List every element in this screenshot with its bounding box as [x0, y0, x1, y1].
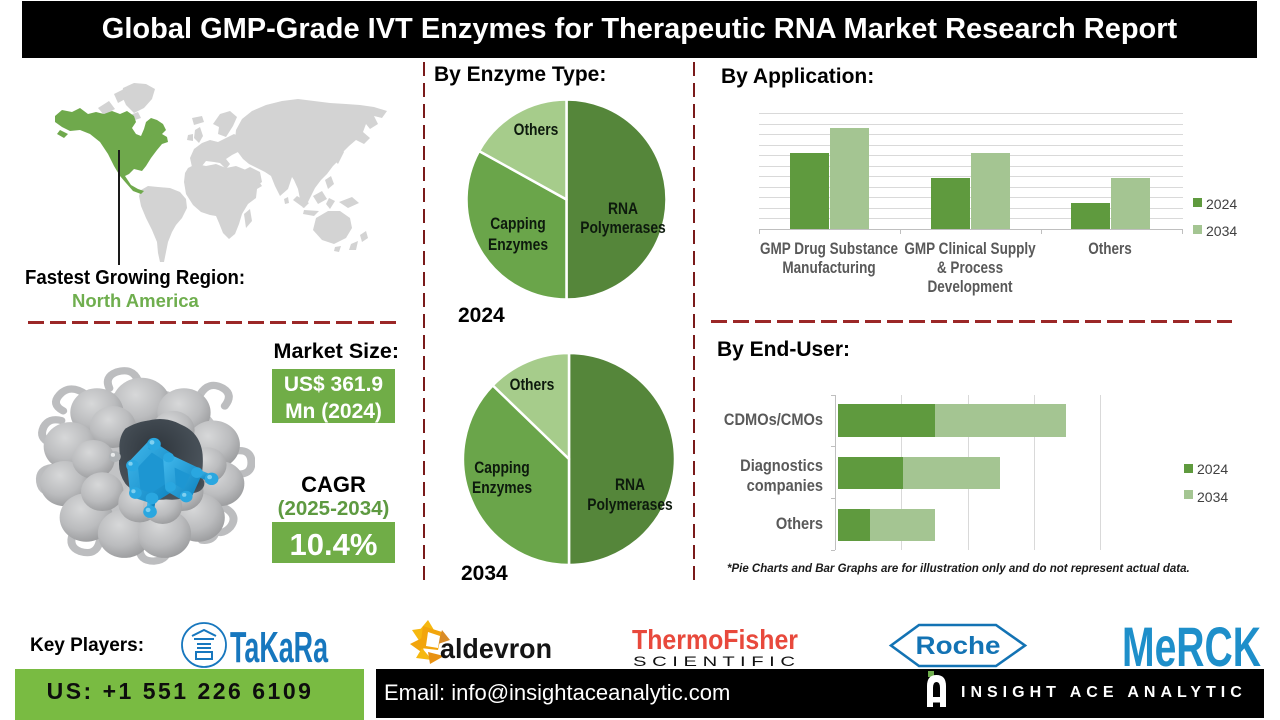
svg-text:Roche: Roche [916, 632, 1001, 660]
svg-text:ThermoFisher: ThermoFisher [632, 624, 798, 655]
svg-text:TaKaRa: TaKaRa [230, 623, 328, 670]
svg-text:MeRCK: MeRCK [1122, 618, 1261, 670]
svg-text:aldevron: aldevron [440, 633, 552, 664]
svg-text:S C I E N T I F I C: S C I E N T I F I C [633, 653, 795, 669]
